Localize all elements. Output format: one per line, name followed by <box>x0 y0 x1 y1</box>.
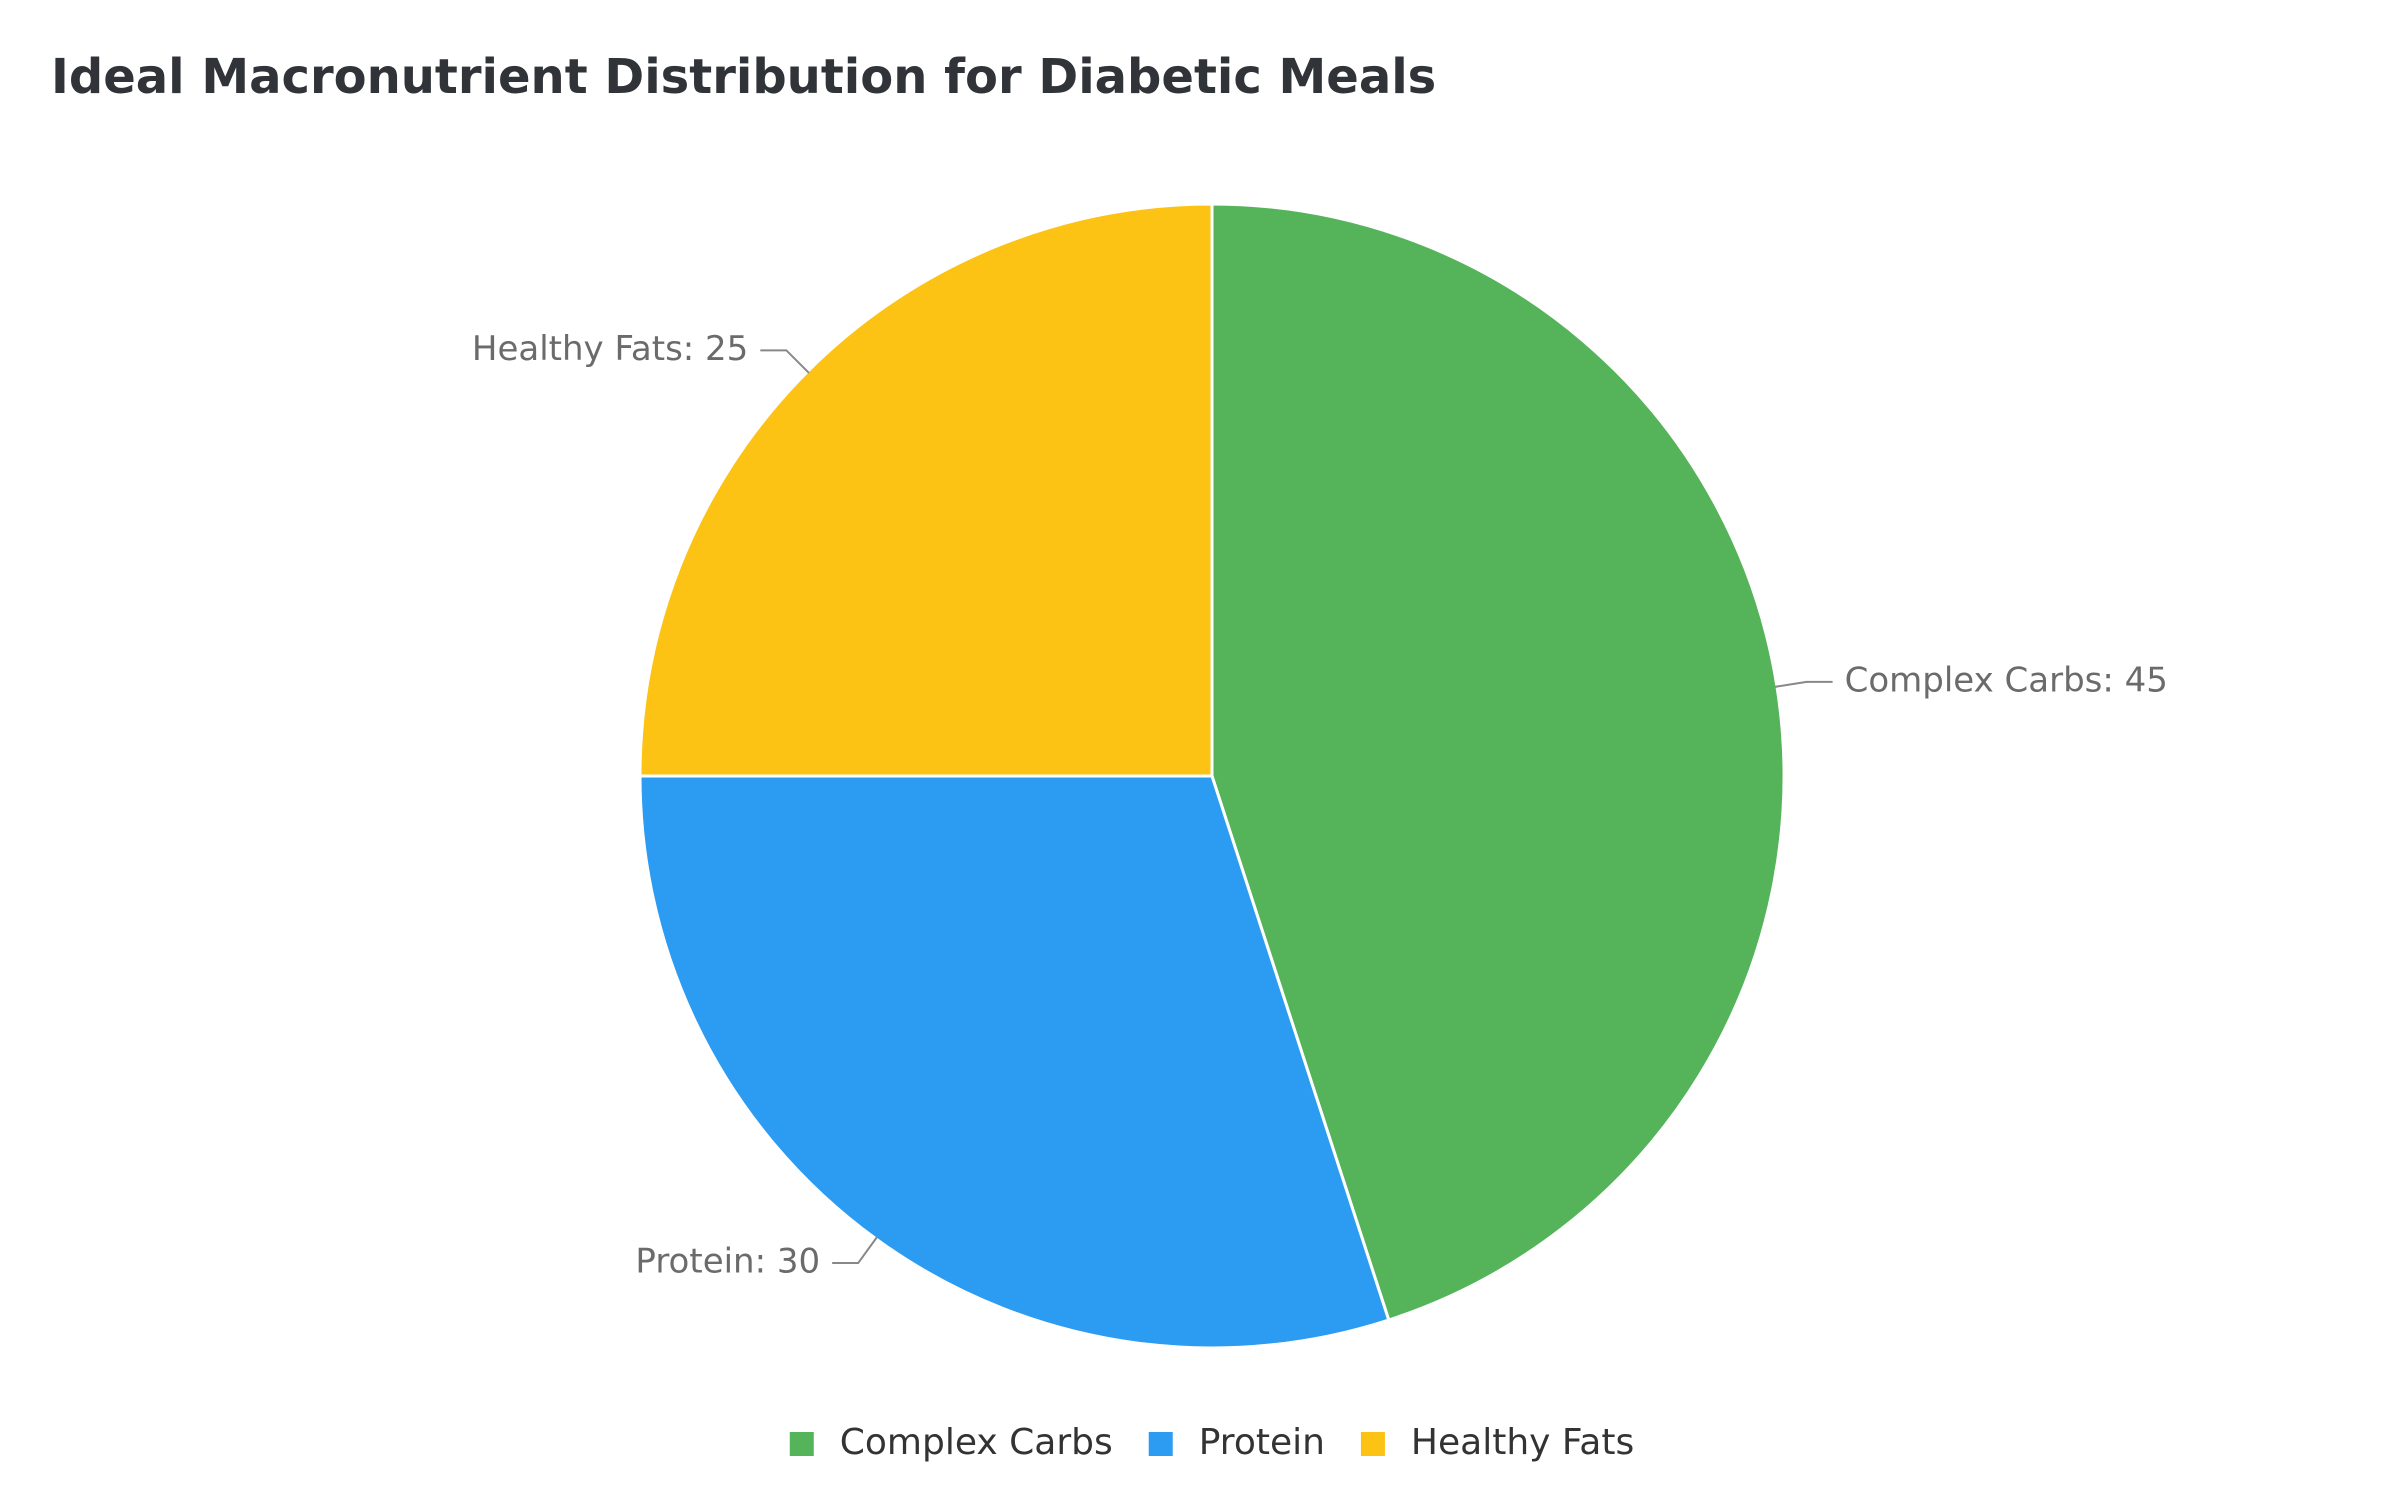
data-label: Protein: 30 <box>635 1242 820 1282</box>
legend-swatch <box>1148 1432 1173 1456</box>
data-label: Healthy Fats: 25 <box>472 329 748 369</box>
leader-line <box>832 1236 878 1265</box>
chart-title: Ideal Macronutrient Distribution for Dia… <box>51 49 1436 105</box>
legend-swatch <box>789 1432 814 1456</box>
legend-label: Healthy Fats <box>1411 1422 1634 1463</box>
legend-label: Protein <box>1199 1422 1325 1463</box>
pie-slice <box>638 202 1214 778</box>
data-label: Complex Carbs: 45 <box>1845 660 2168 700</box>
legend-swatch <box>1360 1432 1385 1456</box>
legend-label: Complex Carbs <box>840 1422 1113 1463</box>
leader-line <box>760 349 810 374</box>
leader-line <box>1774 680 1833 688</box>
legend: Complex Carbs Protein Healthy Fats <box>789 1422 1634 1463</box>
